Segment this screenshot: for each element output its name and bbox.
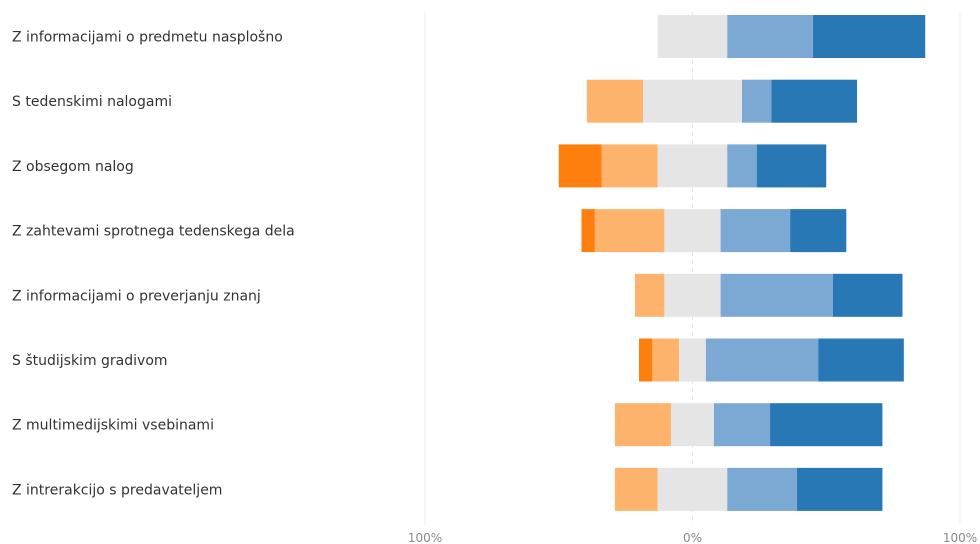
bar-segment bbox=[771, 79, 858, 123]
bar-segment bbox=[634, 273, 665, 317]
category-label: Z intrerakcijo s predavateljem bbox=[12, 482, 222, 498]
bar-segment bbox=[713, 403, 771, 447]
bar-segment bbox=[643, 79, 742, 123]
bar-segment bbox=[727, 15, 813, 58]
bar-segment bbox=[639, 338, 653, 382]
bar-segment bbox=[594, 209, 665, 253]
bar-segment bbox=[614, 467, 658, 511]
bar-segment bbox=[664, 209, 721, 253]
bar-segment bbox=[756, 144, 827, 188]
category-label: Z informacijami o preverjanju znanj bbox=[12, 288, 261, 304]
category-label: S študijskim gradivom bbox=[12, 353, 168, 369]
bar-segment bbox=[812, 15, 926, 58]
category-label: Z obsegom nalog bbox=[12, 159, 134, 175]
bar-segment bbox=[614, 403, 672, 447]
bar-segment bbox=[818, 338, 904, 382]
x-tick-label: 0% bbox=[683, 531, 702, 544]
category-label: Z zahtevami sprotnega tedenskega dela bbox=[12, 224, 295, 240]
bar-segment bbox=[679, 338, 706, 382]
bar-segment bbox=[832, 273, 903, 317]
category-label: S tedenskimi nalogami bbox=[12, 94, 172, 110]
bars bbox=[558, 15, 926, 511]
bar-segment bbox=[601, 144, 658, 188]
bar-segment bbox=[770, 403, 883, 447]
bar-segment bbox=[727, 144, 757, 188]
bar-segment bbox=[657, 15, 728, 58]
bar-segment bbox=[671, 403, 714, 447]
bar-segment bbox=[720, 273, 833, 317]
x-tick-label: 100% bbox=[943, 531, 977, 544]
category-label: Z informacijami o predmetu nasplošno bbox=[12, 30, 283, 46]
bar-segment bbox=[790, 209, 847, 253]
bar-segment bbox=[705, 338, 819, 382]
category-labels: Z informacijami o predmetu nasplošno S te… bbox=[12, 30, 295, 499]
bar-segment bbox=[657, 144, 728, 188]
bar-segment bbox=[558, 144, 602, 188]
bar-segment bbox=[741, 79, 772, 123]
bar-segment bbox=[720, 209, 791, 253]
bar-segment bbox=[581, 209, 595, 253]
bar-segment bbox=[652, 338, 680, 382]
bar-segment bbox=[664, 273, 721, 317]
category-label: Z multimedijskimi vsebinami bbox=[12, 418, 214, 434]
bar-segment bbox=[796, 467, 883, 511]
x-tick-labels: 100% 0% 100% bbox=[408, 531, 977, 544]
x-tick-label: 100% bbox=[408, 531, 442, 544]
bar-segment bbox=[727, 467, 797, 511]
bar-segment bbox=[586, 79, 644, 123]
bar-segment bbox=[657, 467, 728, 511]
